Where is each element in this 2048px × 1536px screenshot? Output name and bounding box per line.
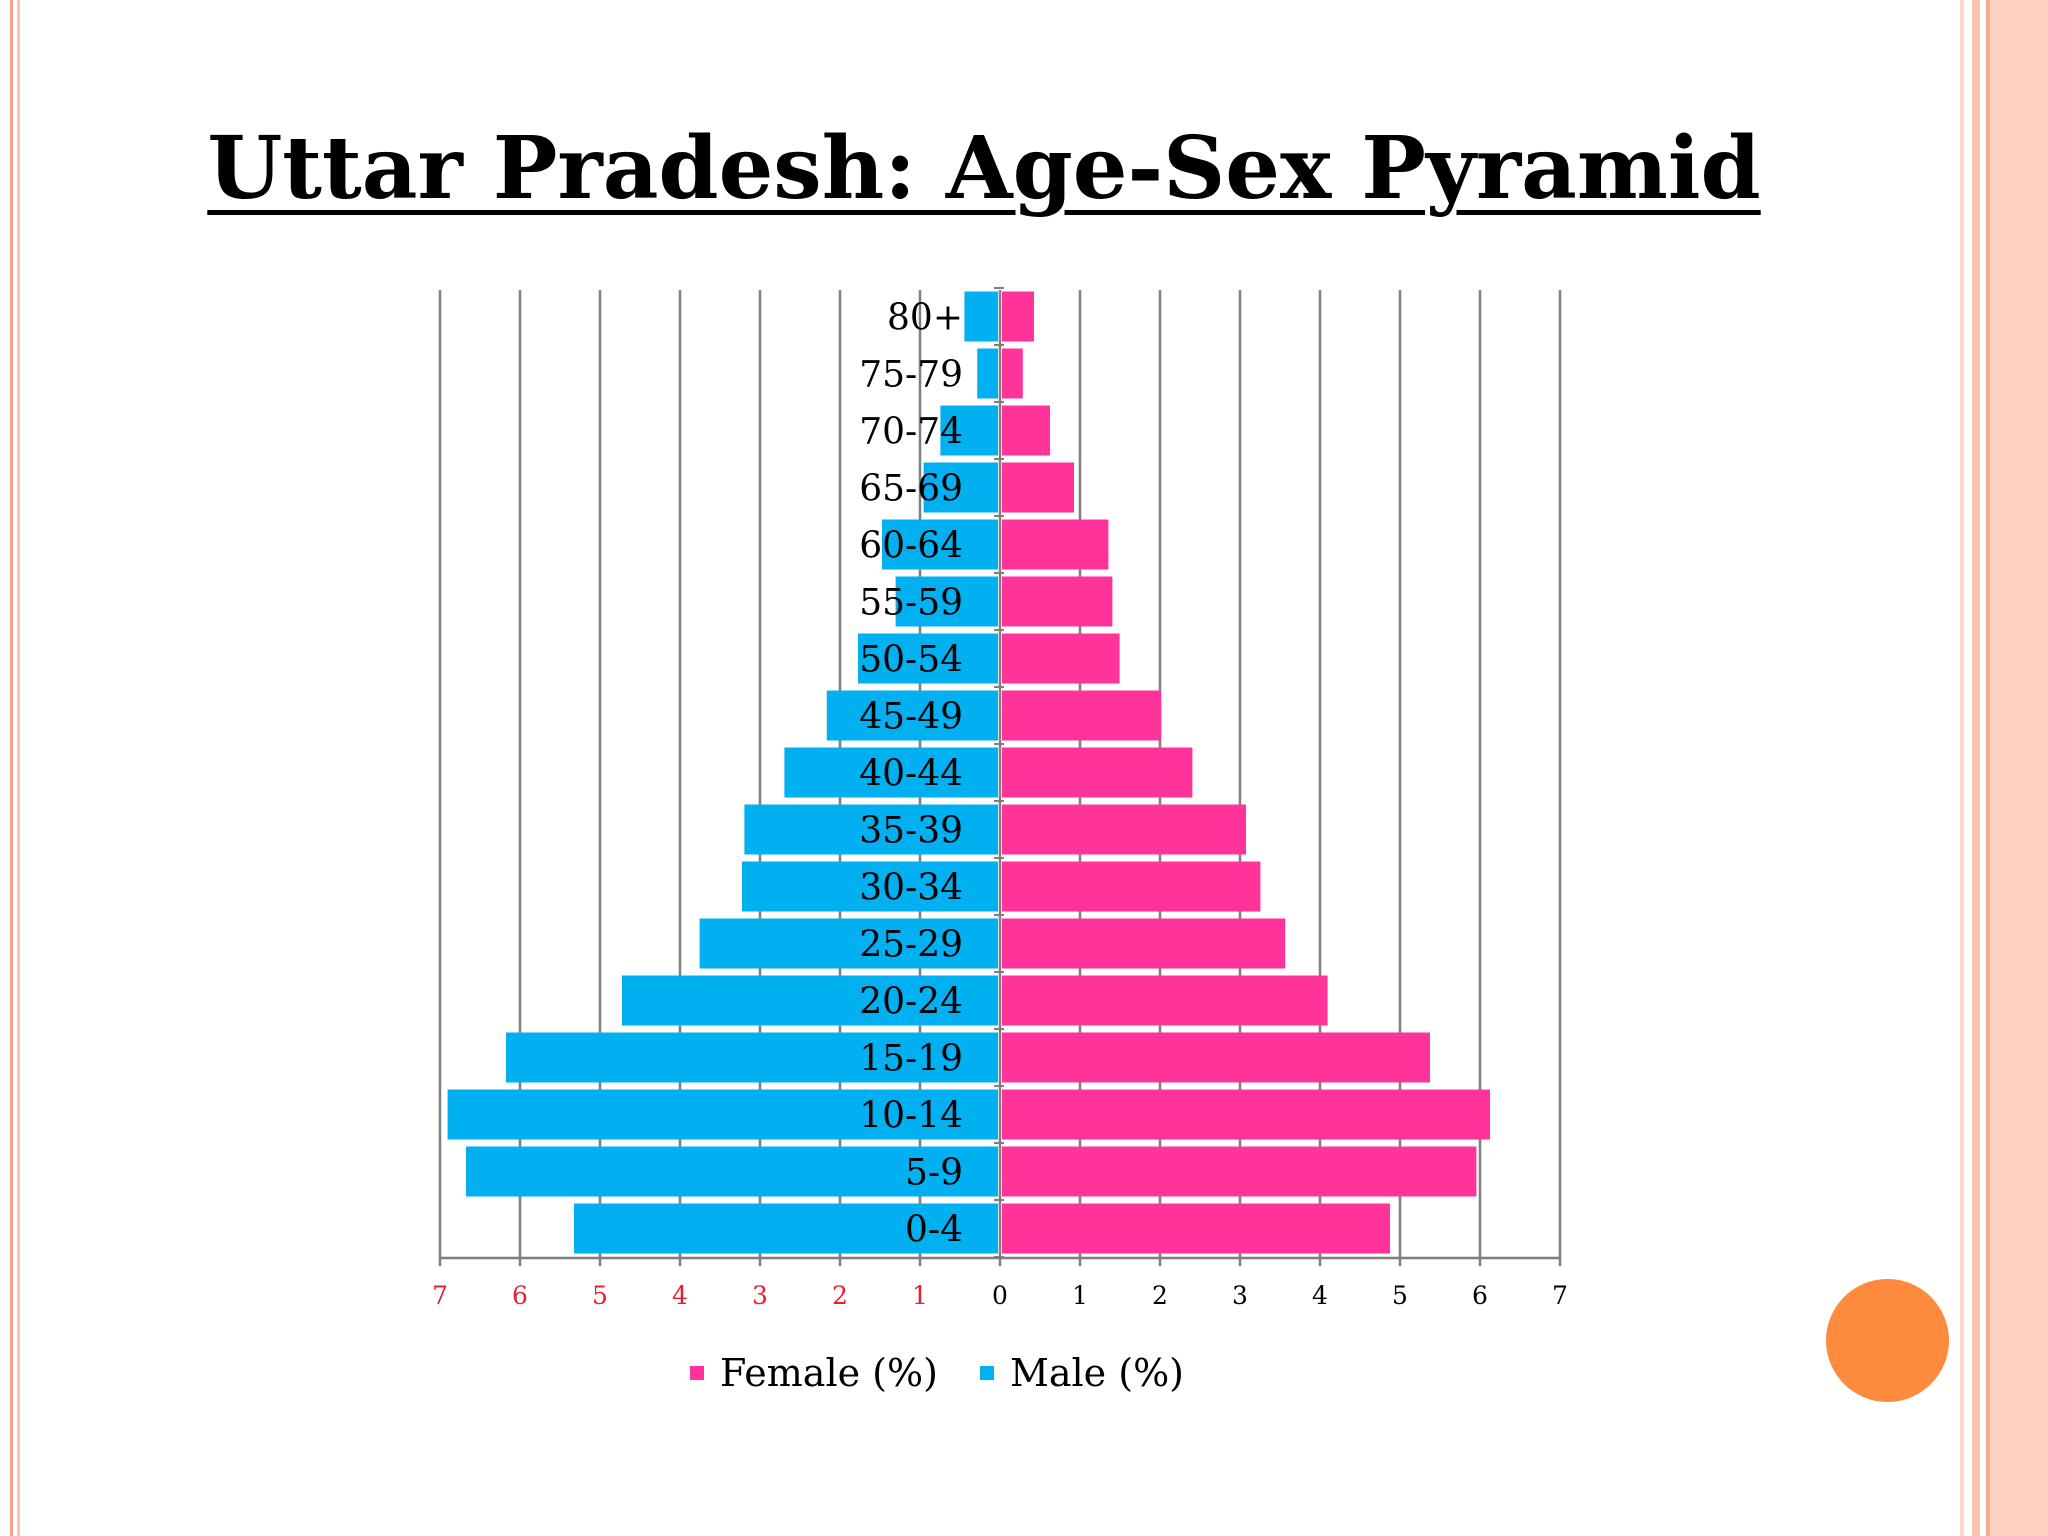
category-label: 15-19 <box>859 1039 963 1080</box>
bar-male <box>744 804 998 855</box>
bar-female <box>1002 633 1120 684</box>
legend-label-male: Male (%) <box>1009 1351 1184 1395</box>
left-border-line-inner <box>17 0 20 1536</box>
x-tick-label-left: 7 <box>432 1281 448 1310</box>
bar-female <box>1002 975 1328 1026</box>
bar-male <box>977 348 998 399</box>
category-label: 70-74 <box>859 412 963 453</box>
bar-female <box>1002 1146 1477 1197</box>
x-tick-label-left: 2 <box>832 1281 848 1310</box>
bar-female <box>1002 804 1246 855</box>
x-tick-label-left: 3 <box>752 1281 768 1310</box>
bar-female <box>1002 1032 1430 1083</box>
category-label: 60-64 <box>859 526 963 567</box>
bar-female <box>1002 1203 1390 1254</box>
bar-male <box>742 861 998 912</box>
x-tick-label-right: 6 <box>1472 1281 1488 1310</box>
slide-title: Uttar Pradesh: Age-Sex Pyramid <box>207 118 1761 219</box>
category-label: 50-54 <box>859 640 963 681</box>
category-label: 80+ <box>887 298 963 339</box>
category-label: 25-29 <box>859 925 963 966</box>
bar-female <box>1002 690 1162 741</box>
category-label: 0-4 <box>905 1210 963 1251</box>
x-tick-label-left: 4 <box>672 1281 688 1310</box>
x-tick-label-left: 6 <box>512 1281 528 1310</box>
x-tick-label-right: 1 <box>1072 1281 1088 1310</box>
x-tick-label-right: 7 <box>1552 1281 1568 1310</box>
bar-female <box>1002 462 1074 513</box>
bar-male <box>506 1032 998 1083</box>
category-label: 75-79 <box>859 355 963 396</box>
bar-female <box>1002 1089 1490 1140</box>
orange-circle-decoration <box>1826 1279 1949 1402</box>
legend-item-male: Male (%) <box>979 1351 1184 1395</box>
category-label: 5-9 <box>905 1153 963 1194</box>
bar-female <box>1002 519 1109 570</box>
bar-male <box>895 576 998 627</box>
bar-female <box>1002 348 1023 399</box>
bar-female <box>1002 576 1113 627</box>
legend-label-female: Female (%) <box>720 1351 938 1395</box>
bar-female <box>1002 918 1286 969</box>
bar-male <box>940 405 998 456</box>
left-border-line-outer <box>10 0 13 1536</box>
bar-male <box>826 690 998 741</box>
bar-male <box>964 291 998 342</box>
bar-female <box>1002 405 1050 456</box>
bar-male <box>784 747 998 798</box>
x-tick-label-right: 0 <box>992 1281 1008 1310</box>
chart-legend: Female (%) Male (%) <box>690 1348 1226 1398</box>
x-tick-label-right: 4 <box>1312 1281 1328 1310</box>
bar-female <box>1002 747 1193 798</box>
x-tick-label-left: 1 <box>912 1281 928 1310</box>
bar-female <box>1002 291 1034 342</box>
category-label: 55-59 <box>859 583 963 624</box>
x-tick-label-left: 5 <box>592 1281 608 1310</box>
bar-female <box>1002 861 1261 912</box>
category-label: 30-34 <box>859 868 963 909</box>
bar-male <box>447 1089 999 1140</box>
bar-male <box>622 975 998 1026</box>
female-swatch-icon <box>690 1366 704 1380</box>
bar-male <box>858 633 998 684</box>
bar-male <box>466 1146 998 1197</box>
bar-male <box>574 1203 998 1254</box>
legend-item-female: Female (%) <box>690 1351 938 1395</box>
category-label: 65-69 <box>859 469 963 510</box>
right-decorative-border <box>1960 0 2048 1536</box>
category-label: 45-49 <box>859 697 963 738</box>
category-label: 10-14 <box>859 1096 963 1137</box>
bar-male <box>699 918 998 969</box>
x-tick-label-right: 5 <box>1392 1281 1408 1310</box>
x-tick-label-right: 2 <box>1152 1281 1168 1310</box>
category-label: 20-24 <box>859 982 963 1023</box>
x-tick-label-right: 3 <box>1232 1281 1248 1310</box>
category-label: 40-44 <box>859 754 963 795</box>
bar-male <box>882 519 998 570</box>
category-label: 35-39 <box>859 811 963 852</box>
male-swatch-icon <box>979 1366 994 1380</box>
bar-male <box>923 462 998 513</box>
